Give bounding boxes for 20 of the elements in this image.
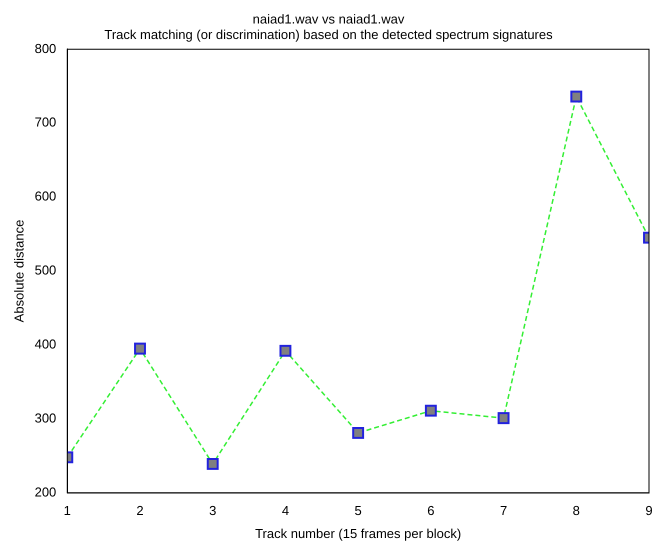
x-axis-title: Track number (15 frames per block) — [255, 526, 462, 541]
x-tick-label: 5 — [354, 503, 362, 518]
x-tick-label: 8 — [572, 503, 580, 518]
x-tick-label: 9 — [645, 503, 653, 518]
x-tick-label: 4 — [282, 503, 290, 518]
x-tick-label: 6 — [427, 503, 434, 518]
y-tick-label: 700 — [34, 114, 56, 130]
y-tick-label: 200 — [34, 484, 56, 500]
x-tick-label: 7 — [500, 503, 508, 518]
chart-subtitle: Track matching (or discrimination) based on the detected spectrum signatures — [104, 26, 554, 42]
y-tick-label: 600 — [34, 188, 56, 204]
y-tick-label: 300 — [34, 410, 56, 426]
y-tick-label: 400 — [34, 336, 56, 352]
y-tick-label: 800 — [34, 40, 56, 56]
x-tick-label: 2 — [136, 503, 144, 518]
x-tick-label: 1 — [64, 503, 71, 518]
y-axis-title: Absolute distance — [11, 220, 26, 322]
chart-title: naiad1.wav vs naiad1.wav — [252, 11, 405, 26]
y-tick-label: 500 — [34, 262, 56, 278]
x-tick-label: 3 — [209, 503, 216, 518]
